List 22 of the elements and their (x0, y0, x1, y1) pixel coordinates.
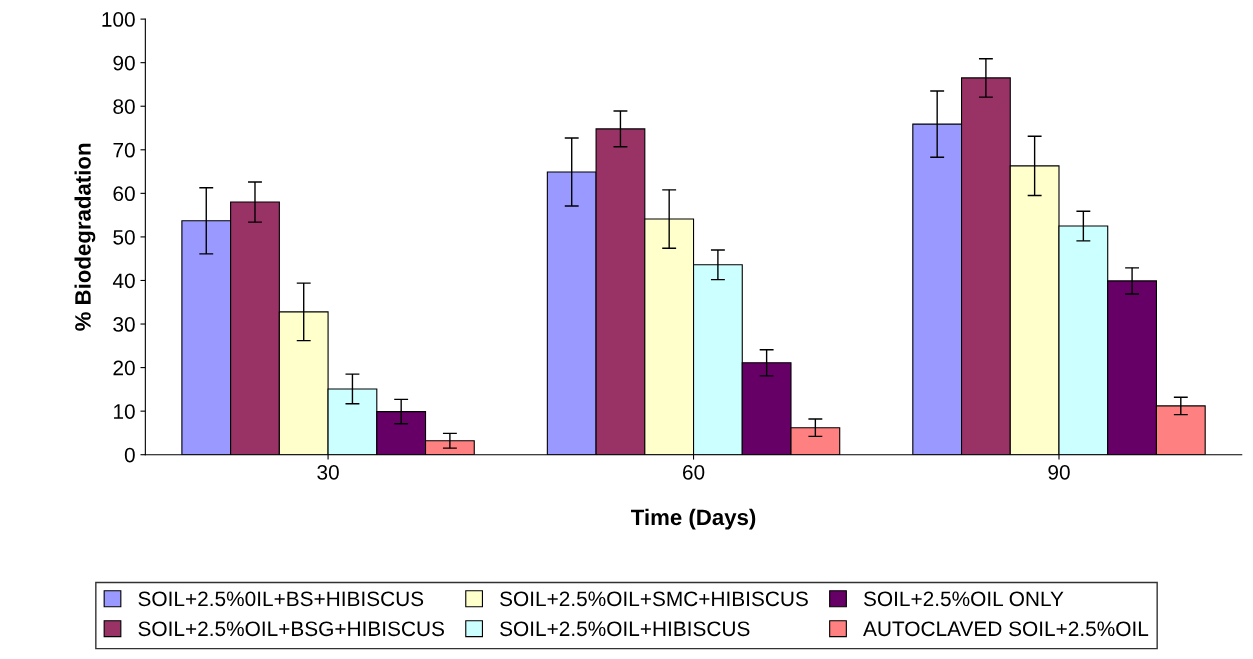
legend-label: SOIL+2.5%OIL+BSG+HIBISCUS (138, 621, 444, 637)
legend-label: SOIL+2.5%OIL+HIBISCUS (500, 621, 750, 637)
y-tick-label: 50 (113, 229, 135, 245)
y-tick-label: 100 (102, 12, 135, 27)
y-tick-label: 60 (113, 186, 135, 202)
legend-label: SOIL+2.5%OIL+SMC+HIBISCUS (500, 591, 808, 607)
y-tick-label: 90 (113, 55, 135, 71)
legend-label: SOIL+2.5%OIL ONLY (863, 591, 1064, 607)
y-axis-title: % Biodegradation (74, 143, 96, 331)
y-tick-label: 40 (112, 273, 135, 289)
legend-label: SOIL+2.5%0IL+BS+HIBISCUS (138, 591, 424, 607)
y-tick-label: 20 (113, 360, 135, 376)
x-tick-label: 60 (683, 464, 705, 480)
y-tick-label: 10 (114, 404, 135, 419)
y-tick-label: 80 (113, 99, 135, 114)
y-tick-label: 70 (113, 142, 135, 158)
x-tick-label: 30 (317, 464, 339, 480)
x-tick-label: 90 (1048, 464, 1070, 480)
x-axis-title: Time (Days) (631, 508, 756, 530)
y-tick-label: 30 (113, 317, 135, 332)
legend-label: AUTOCLAVED SOIL+2.5%OIL (863, 621, 1149, 637)
y-tick-label: 0 (124, 447, 135, 463)
